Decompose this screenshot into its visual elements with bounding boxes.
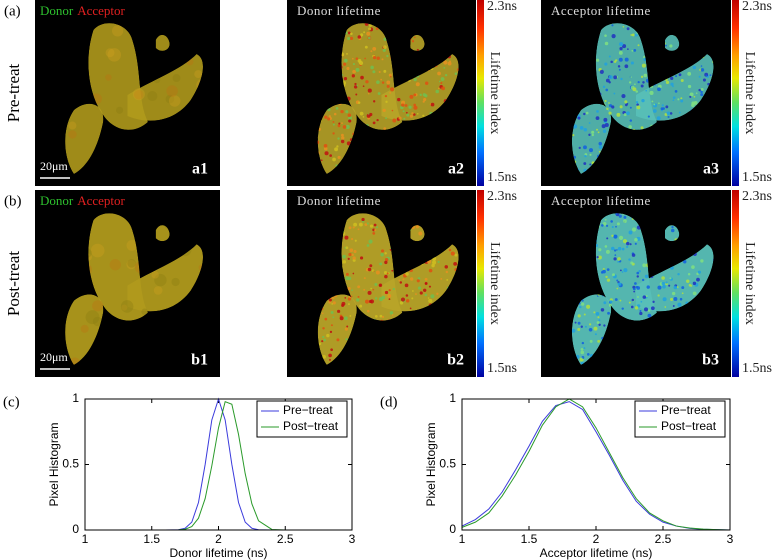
panel-id: b1 — [191, 352, 208, 369]
panel-title: Acceptor lifetime — [551, 3, 651, 18]
x-tick-label: 2 — [215, 532, 222, 546]
legend-label: Post−treat — [661, 419, 717, 433]
colorbar-label: Lifetime index — [742, 52, 757, 135]
panel-title: Donor lifetime — [297, 3, 381, 18]
legend-label: Pre−treat — [661, 403, 711, 417]
row-label: (a) — [4, 3, 21, 19]
legend-entry: Donor — [40, 3, 74, 18]
panel-id: a1 — [192, 161, 208, 178]
channel-legend: DonorAcceptor — [40, 3, 126, 18]
colorbar-max: 2.3ns — [487, 189, 517, 204]
x-tick-label: 2.5 — [277, 532, 294, 546]
channel-legend: DonorAcceptor — [40, 193, 126, 208]
colorbar-min: 1.5ns — [742, 170, 772, 185]
x-tick-label: 2.5 — [655, 532, 672, 546]
y-axis-label: Pixel Histogram — [47, 422, 61, 506]
x-tick-label: 1 — [459, 532, 466, 546]
y-axis-label: Pixel Histogram — [424, 422, 438, 506]
x-axis-label: Donor lifetime (ns) — [169, 546, 267, 560]
row-label: (b) — [4, 193, 22, 209]
panel-label: (d) — [380, 394, 398, 410]
legend-label: Pre−treat — [283, 403, 333, 417]
row-name: Post-treat — [4, 251, 23, 316]
y-tick-label: 0.5 — [62, 457, 79, 471]
y-tick-label: 0 — [449, 522, 456, 536]
x-tick-label: 1.5 — [521, 532, 538, 546]
x-tick-label: 1.5 — [143, 532, 160, 546]
colorbar — [477, 0, 484, 186]
x-tick-label: 1 — [82, 532, 89, 546]
colorbar-max: 2.3ns — [742, 0, 772, 14]
colorbar — [477, 190, 484, 377]
legend-entry: Acceptor — [77, 193, 125, 208]
legend-entry: Donor — [40, 193, 74, 208]
scale-bar-label: 20μm — [40, 159, 68, 173]
colorbar-label: Lifetime index — [487, 52, 502, 135]
colorbar-min: 1.5ns — [487, 361, 517, 376]
x-axis-label: Acceptor lifetime (ns) — [540, 546, 653, 560]
y-tick-label: 0 — [72, 522, 79, 536]
legend-label: Post−treat — [283, 419, 339, 433]
x-tick-label: 2 — [593, 532, 600, 546]
panel-id: b3 — [702, 352, 719, 369]
panel-title: Donor lifetime — [297, 193, 381, 208]
colorbar-max: 2.3ns — [742, 189, 772, 204]
panel-id: a2 — [448, 161, 464, 178]
colorbar-min: 1.5ns — [487, 170, 517, 185]
panel-id: b2 — [447, 352, 464, 369]
scale-bar-label: 20μm — [40, 350, 68, 364]
colorbar — [732, 190, 739, 377]
row-name: Pre-treat — [4, 63, 23, 122]
y-tick-label: 0.5 — [439, 457, 456, 471]
colorbar — [732, 0, 739, 186]
colorbar-min: 1.5ns — [742, 361, 772, 376]
colorbar-max: 2.3ns — [487, 0, 517, 14]
x-tick-label: 3 — [349, 532, 356, 546]
y-tick-label: 1 — [72, 391, 79, 405]
legend-entry: Acceptor — [77, 3, 125, 18]
colorbar-label: Lifetime index — [742, 242, 757, 325]
panel-id: a3 — [703, 161, 719, 178]
colorbar-label: Lifetime index — [487, 242, 502, 325]
x-tick-label: 3 — [727, 532, 734, 546]
panel-label: (c) — [3, 394, 20, 410]
y-tick-label: 1 — [449, 391, 456, 405]
panel-title: Acceptor lifetime — [551, 193, 651, 208]
